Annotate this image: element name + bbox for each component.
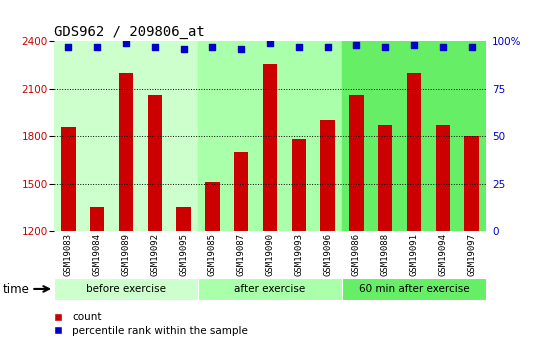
Bar [234,152,248,231]
Bar [54,41,198,231]
Bar [198,41,342,231]
Bar [407,73,421,231]
Bar [198,278,342,300]
Bar [119,73,133,231]
Bar [90,207,104,231]
Text: GSM19091: GSM19091 [409,234,418,276]
Bar [292,139,306,231]
Text: GSM19085: GSM19085 [208,234,217,276]
Point [352,42,361,48]
Text: GSM19093: GSM19093 [294,234,303,276]
Legend: count, percentile rank within the sample: count, percentile rank within the sample [43,308,252,340]
Point [122,41,130,46]
Point [438,44,447,50]
Text: before exercise: before exercise [86,284,166,294]
Bar [320,120,335,231]
Text: GSM19086: GSM19086 [352,234,361,276]
Point [93,44,102,50]
Point [323,44,332,50]
Text: GSM19097: GSM19097 [467,234,476,276]
Text: GSM19094: GSM19094 [438,234,447,276]
Point [208,44,217,50]
Bar [205,182,220,231]
Bar [349,95,363,231]
Point [294,44,303,50]
Point [410,42,418,48]
Point [151,44,159,50]
Bar [464,136,479,231]
Bar [177,207,191,231]
Bar [54,278,198,300]
Text: GSM19084: GSM19084 [93,234,102,276]
Text: GDS962 / 209806_at: GDS962 / 209806_at [54,25,205,39]
Bar [342,278,486,300]
Text: GSM19090: GSM19090 [266,234,274,276]
Text: GSM19089: GSM19089 [122,234,131,276]
Text: time: time [3,283,30,296]
Bar [378,125,393,231]
Point [381,44,389,50]
Bar [61,127,76,231]
Bar [342,41,486,231]
Bar [436,125,450,231]
Point [467,44,476,50]
Point [237,46,246,52]
Text: GSM19096: GSM19096 [323,234,332,276]
Point [266,41,274,46]
Text: GSM19083: GSM19083 [64,234,73,276]
Text: 60 min after exercise: 60 min after exercise [359,284,469,294]
Text: after exercise: after exercise [234,284,306,294]
Point [64,44,73,50]
Bar [147,95,162,231]
Point [179,46,188,52]
Bar [263,63,277,231]
Text: GSM19087: GSM19087 [237,234,246,276]
Text: GSM19092: GSM19092 [150,234,159,276]
Text: GSM19095: GSM19095 [179,234,188,276]
Text: GSM19088: GSM19088 [381,234,390,276]
